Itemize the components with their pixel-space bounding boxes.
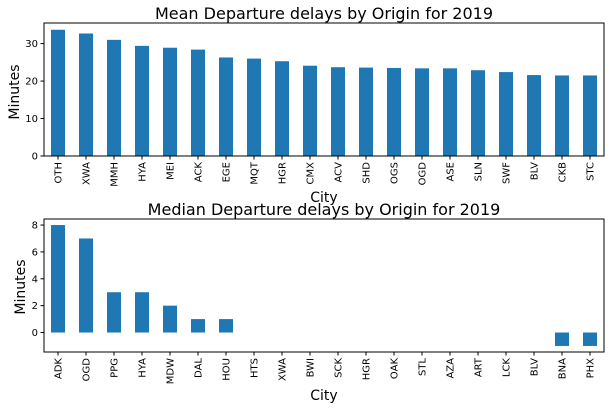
- mean-bar-ckb: [555, 75, 569, 156]
- median-x-tick-label: OAK: [390, 358, 401, 380]
- mean-bar-stc: [583, 75, 597, 156]
- mean-bar-ogs: [387, 67, 401, 156]
- mean-y-tick-label: 0: [32, 152, 38, 163]
- mean-x-tick-label: MMH: [110, 162, 121, 187]
- median-x-tick-label: PHX: [586, 358, 597, 379]
- median-x-tick-label: SCK: [334, 358, 345, 378]
- mean-x-tick-label: MQT: [250, 161, 261, 184]
- median-x-tick-label: HYA: [138, 358, 149, 378]
- median-y-tick-label: 6: [32, 247, 38, 258]
- median-bar-dal: [191, 319, 205, 333]
- median-x-tick-label: PPG: [110, 358, 121, 378]
- mean-x-tick-label: SHD: [362, 162, 373, 184]
- median-x-tick-label: HTS: [250, 358, 261, 378]
- mean-bar-mmh: [107, 39, 121, 156]
- mean-x-tick-label: BLV: [530, 162, 541, 180]
- mean-chart-title: Mean Departure delays by Origin for 2019: [155, 4, 493, 23]
- median-chart-title: Median Departure delays by Origin for 20…: [148, 200, 501, 219]
- median-x-tick-label: ADK: [54, 358, 65, 380]
- mean-bar-hgr: [275, 61, 289, 156]
- median-x-tick-label: ART: [474, 357, 485, 377]
- mean-bar-acv: [331, 67, 345, 156]
- mean-delay-chart: Mean Departure delays by Origin for 2019…: [7, 4, 605, 206]
- median-x-tick-label: LCK: [502, 358, 513, 378]
- median-bar-bna: [555, 332, 569, 346]
- median-x-tick-label: XWA: [278, 358, 289, 381]
- mean-bar-sln: [471, 70, 485, 156]
- median-x-tick-label: MDW: [166, 358, 177, 384]
- mean-bar-ogd: [415, 68, 429, 156]
- median-x-tick-label: AZA: [446, 358, 457, 379]
- mean-bar-xwa: [79, 33, 93, 156]
- median-x-tick-label: DAL: [194, 358, 205, 378]
- median-x-tick-label: HOU: [222, 358, 233, 381]
- mean-bar-hya: [135, 45, 149, 156]
- mean-bar-ege: [219, 57, 233, 156]
- mean-x-tick-label: MEI: [166, 162, 177, 180]
- mean-x-tick-label: ACV: [334, 162, 345, 183]
- mean-x-tick-label: SLN: [474, 162, 485, 181]
- mean-x-tick-label: OGS: [390, 162, 401, 184]
- median-x-tick-label: BNA: [558, 358, 569, 379]
- mean-x-tick-label: CKB: [558, 162, 569, 183]
- mean-bar-swf: [499, 72, 513, 156]
- median-bar-mdw: [163, 305, 177, 333]
- median-bar-hou: [219, 319, 233, 333]
- mean-bar-mqt: [247, 58, 261, 157]
- mean-x-tick-label: HYA: [138, 162, 149, 182]
- mean-y-tick-label: 10: [25, 114, 38, 125]
- median-chart-ylabel: Minutes: [13, 259, 29, 314]
- mean-x-tick-label: OGD: [418, 162, 429, 186]
- mean-bar-oth: [51, 29, 65, 157]
- median-x-tick-label: OGD: [82, 358, 93, 382]
- mean-x-tick-label: XWA: [82, 162, 93, 185]
- mean-y-tick-label: 30: [25, 39, 38, 50]
- mean-bar-cmx: [303, 65, 317, 156]
- mean-y-tick-label: 20: [25, 77, 38, 88]
- median-x-tick-label: BLV: [530, 358, 541, 376]
- median-chart-frame: [43, 218, 605, 353]
- mean-x-tick-label: OTH: [54, 162, 65, 184]
- median-bar-phx: [583, 332, 597, 346]
- mean-chart-xlabel: City: [310, 190, 337, 206]
- mean-x-tick-label: ACK: [194, 162, 205, 183]
- mean-chart-frame: [43, 22, 605, 157]
- mean-x-tick-label: CMX: [306, 162, 317, 185]
- median-bar-hya: [135, 292, 149, 333]
- median-bar-ppg: [107, 292, 121, 333]
- mean-bar-ack: [191, 49, 205, 156]
- median-x-tick-label: BWI: [306, 358, 317, 377]
- mean-x-tick-label: SWF: [502, 162, 513, 184]
- median-y-tick-label: 4: [32, 274, 38, 285]
- mean-bar-ase: [443, 68, 457, 156]
- mean-bar-mei: [163, 47, 177, 157]
- median-delay-chart: Median Departure delays by Origin for 20…: [13, 200, 605, 404]
- mean-x-tick-label: ASE: [446, 162, 457, 182]
- mean-x-tick-label: EGE: [222, 162, 233, 182]
- median-y-tick-label: 2: [32, 301, 38, 312]
- mean-bar-shd: [359, 67, 373, 156]
- median-chart-xlabel: City: [310, 388, 337, 404]
- mean-x-tick-label: HGR: [278, 162, 289, 184]
- median-y-tick-label: 8: [32, 221, 38, 232]
- median-x-tick-label: HGR: [362, 358, 373, 380]
- mean-x-tick-label: STC: [586, 162, 597, 181]
- median-x-tick-label: STL: [418, 358, 429, 376]
- median-y-tick-label: 0: [32, 328, 38, 339]
- median-bar-ogd: [79, 238, 93, 333]
- mean-chart-ylabel: Minutes: [7, 64, 23, 119]
- mean-bar-blv: [527, 75, 541, 156]
- median-bar-adk: [51, 225, 65, 333]
